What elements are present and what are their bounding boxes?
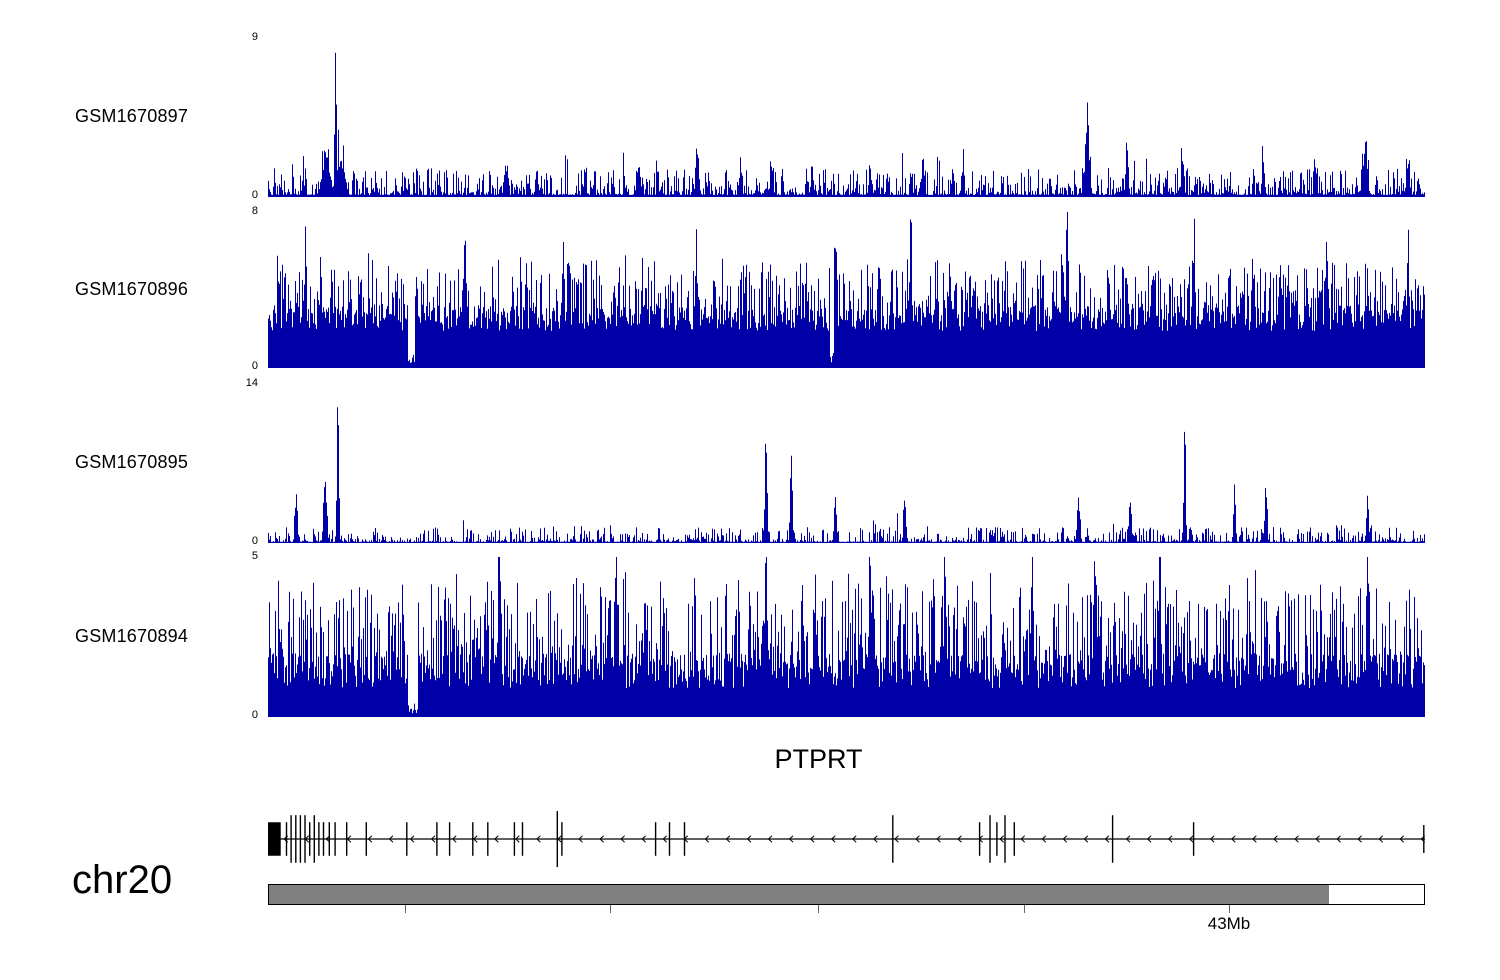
track-signal-2 (268, 407, 1425, 543)
track0-ymax-label: 9 (251, 31, 258, 43)
chromosome-label: chr20 (72, 858, 173, 902)
track3-ymax-label: 5 (251, 550, 258, 562)
track-signal-1 (268, 212, 1425, 368)
track-signal-3 (268, 557, 1425, 717)
track-label-gsm1670897: GSM1670897 (75, 106, 189, 126)
gene-model (268, 811, 1425, 867)
chromosome-tick (405, 905, 406, 913)
chromosome-tick (1024, 905, 1025, 913)
coordinate-label: 43Mb (1207, 914, 1251, 933)
track-label-gsm1670894: GSM1670894 (75, 626, 189, 646)
track3-ybottom-label: 0 (251, 709, 258, 721)
chromosome-bar (268, 884, 1425, 905)
chromosome-tick (1229, 905, 1230, 913)
track2-ybottom-label: 0 (251, 535, 258, 547)
track-signal-0 (268, 52, 1425, 197)
gene-title: PTPRT (774, 744, 863, 774)
track2-ymax-label: 14 (245, 377, 258, 389)
track1-ymax-label: 8 (251, 205, 258, 217)
chromosome-tick (818, 905, 819, 913)
track-label-gsm1670896: GSM1670896 (75, 279, 189, 299)
track0-ybottom-label: 0 (251, 189, 258, 201)
track1-ybottom-label: 0 (251, 360, 258, 372)
track-label-gsm1670895: GSM1670895 (75, 452, 189, 472)
chromosome-fill (269, 885, 1330, 904)
chromosome-tick (610, 905, 611, 913)
